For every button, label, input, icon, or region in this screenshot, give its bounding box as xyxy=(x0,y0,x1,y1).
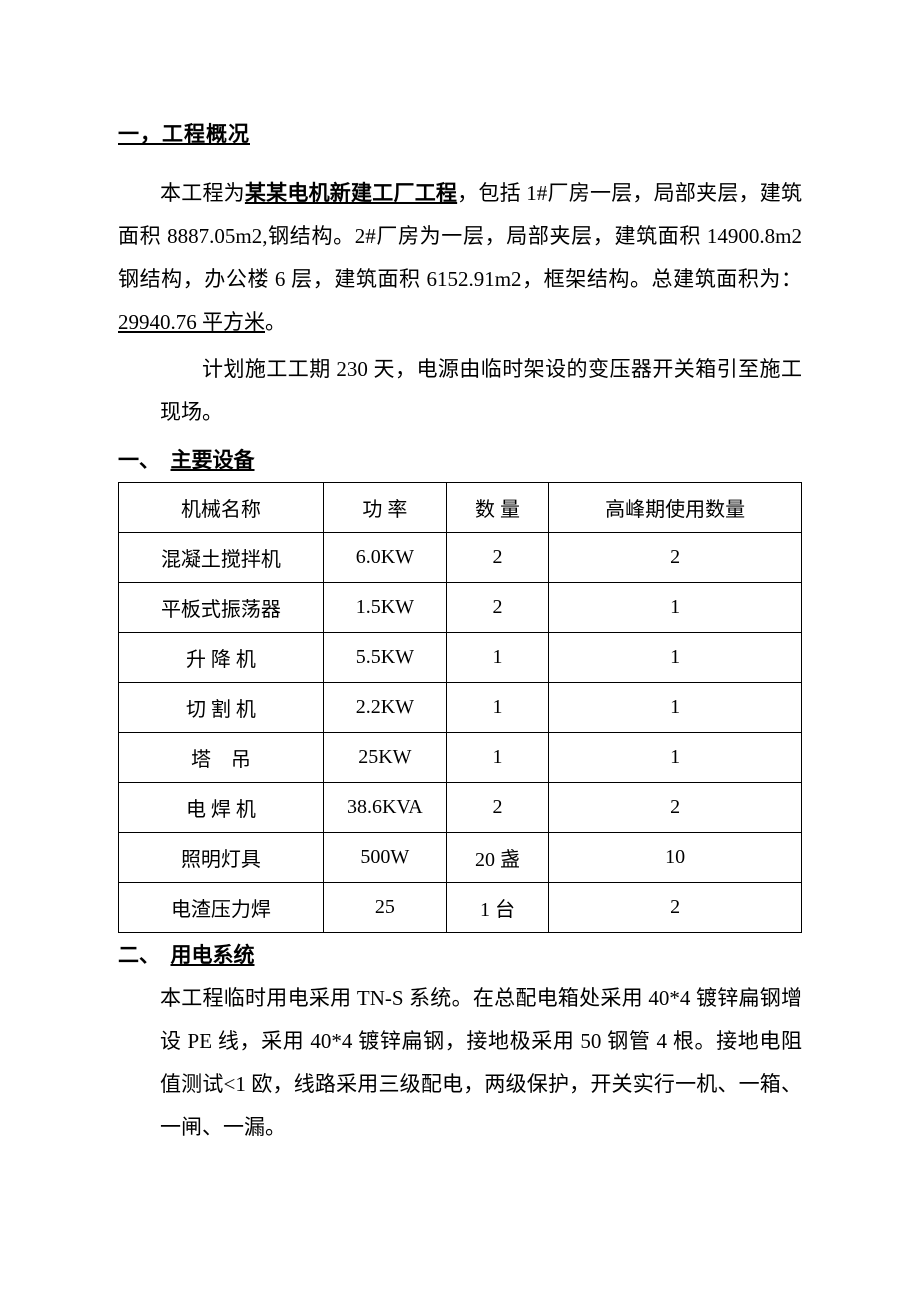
paragraph-3: 本工程临时用电采用 TN-S 系统。在总配电箱处采用 40*4 镀锌扁钢增设 P… xyxy=(118,977,802,1149)
table-row: 塔 吊25KW11 xyxy=(119,733,802,783)
heading-overview: 一，工程概况 xyxy=(118,118,802,148)
table-cell: 25KW xyxy=(323,733,446,783)
section-2-num: 二、 xyxy=(118,939,171,969)
table-cell: 1 xyxy=(549,583,802,633)
table-cell: 1 xyxy=(549,733,802,783)
table-cell: 38.6KVA xyxy=(323,783,446,833)
table-cell: 1 xyxy=(446,733,548,783)
table-row: 照明灯具500W20 盏10 xyxy=(119,833,802,883)
table-cell: 2 xyxy=(549,533,802,583)
section-2-heading: 二、 用电系统 xyxy=(118,939,802,969)
table-cell: 塔 吊 xyxy=(119,733,324,783)
col-header-name: 机械名称 xyxy=(119,483,324,533)
section-2-title: 用电系统 xyxy=(171,939,255,969)
table-cell: 1 xyxy=(549,633,802,683)
section-1-title: 主要设备 xyxy=(171,444,255,474)
table-cell: 6.0KW xyxy=(323,533,446,583)
col-header-power: 功 率 xyxy=(323,483,446,533)
p3-text: 本工程临时用电采用 TN-S 系统。在总配电箱处采用 40*4 镀锌扁钢增设 P… xyxy=(160,986,802,1139)
p1-project-name: 某某电机新建工厂工程 xyxy=(245,181,457,205)
table-cell: 1.5KW xyxy=(323,583,446,633)
p1-text-c: 。 xyxy=(265,310,286,334)
table-cell: 2 xyxy=(549,883,802,933)
table-row: 切 割 机2.2KW11 xyxy=(119,683,802,733)
paragraph-1: 本工程为某某电机新建工厂工程，包括 1#厂房一层，局部夹层，建筑面积 8887.… xyxy=(118,172,802,344)
p1-text-a: 本工程为 xyxy=(160,181,245,205)
table-cell: 1 台 xyxy=(446,883,548,933)
p1-total-area: 29940.76 平方米 xyxy=(118,310,265,334)
table-cell: 混凝土搅拌机 xyxy=(119,533,324,583)
table-row: 电 焊 机38.6KVA22 xyxy=(119,783,802,833)
table-row: 电渣压力焊251 台2 xyxy=(119,883,802,933)
table-cell: 10 xyxy=(549,833,802,883)
table-cell: 500W xyxy=(323,833,446,883)
table-cell: 2.2KW xyxy=(323,683,446,733)
table-cell: 1 xyxy=(446,683,548,733)
table-row: 平板式振荡器1.5KW21 xyxy=(119,583,802,633)
table-cell: 2 xyxy=(446,783,548,833)
table-row: 混凝土搅拌机6.0KW22 xyxy=(119,533,802,583)
table-cell: 电 焊 机 xyxy=(119,783,324,833)
section-1-heading: 一、 主要设备 xyxy=(118,444,802,474)
table-cell: 电渣压力焊 xyxy=(119,883,324,933)
equipment-table: 机械名称 功 率 数 量 高峰期使用数量 混凝土搅拌机6.0KW22平板式振荡器… xyxy=(118,482,802,933)
section-1-num: 一、 xyxy=(118,444,171,474)
table-cell: 2 xyxy=(549,783,802,833)
table-cell: 平板式振荡器 xyxy=(119,583,324,633)
table-cell: 切 割 机 xyxy=(119,683,324,733)
table-cell: 20 盏 xyxy=(446,833,548,883)
table-cell: 升 降 机 xyxy=(119,633,324,683)
table-cell: 1 xyxy=(549,683,802,733)
col-header-peak: 高峰期使用数量 xyxy=(549,483,802,533)
table-cell: 照明灯具 xyxy=(119,833,324,883)
table-cell: 25 xyxy=(323,883,446,933)
table-cell: 1 xyxy=(446,633,548,683)
table-row: 升 降 机5.5KW11 xyxy=(119,633,802,683)
table-cell: 2 xyxy=(446,533,548,583)
col-header-qty: 数 量 xyxy=(446,483,548,533)
paragraph-2: 计划施工工期 230 天，电源由临时架设的变压器开关箱引至施工现场。 xyxy=(118,348,802,434)
table-header-row: 机械名称 功 率 数 量 高峰期使用数量 xyxy=(119,483,802,533)
table-cell: 5.5KW xyxy=(323,633,446,683)
table-cell: 2 xyxy=(446,583,548,633)
p2-text: 计划施工工期 230 天，电源由临时架设的变压器开关箱引至施工现场。 xyxy=(160,357,802,424)
